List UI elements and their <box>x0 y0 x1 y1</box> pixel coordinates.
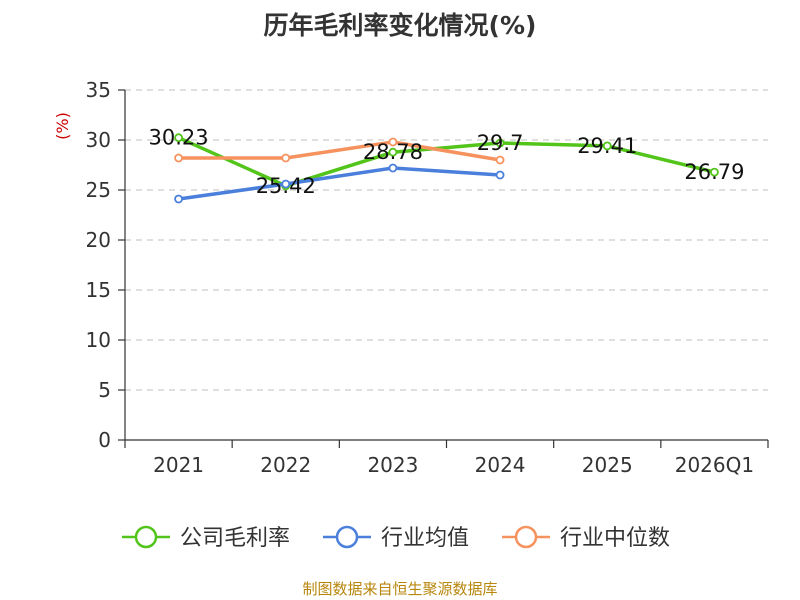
x-tick-label: 2025 <box>582 453 633 477</box>
x-tick-label: 2022 <box>260 453 311 477</box>
data-label: 26.79 <box>684 160 744 184</box>
data-point <box>388 147 398 157</box>
y-tick-label: 10 <box>86 328 111 352</box>
data-point <box>281 153 291 163</box>
data-label: 29.41 <box>577 134 637 158</box>
data-point <box>174 153 183 163</box>
legend-item-1[interactable]: 公司毛利率 <box>122 525 290 551</box>
data-label: 25.42 <box>256 174 316 198</box>
series-2 <box>174 163 505 204</box>
series-3 <box>174 137 505 165</box>
y-tick-label: 20 <box>86 228 111 252</box>
y-tick-label: 30 <box>86 128 111 152</box>
x-tick-label: 2023 <box>367 453 418 477</box>
y-axis-label: (%) <box>53 112 72 140</box>
legend-item-2[interactable]: 行业均值 <box>323 525 469 551</box>
legend-label: 公司毛利率 <box>180 526 290 551</box>
grid-lines <box>125 89 768 391</box>
legend-label: 行业均值 <box>381 526 469 551</box>
chart-title: 历年毛利率变化情况(%) <box>263 11 537 40</box>
legend: 公司毛利率 行业均值 行业中位数 <box>122 525 670 551</box>
series-line <box>178 166 501 201</box>
data-point <box>495 155 505 165</box>
y-tick-label: 15 <box>86 278 111 302</box>
y-tick-label: 0 <box>98 428 111 452</box>
data-point <box>710 167 719 177</box>
y-tick-label: 5 <box>98 378 111 402</box>
source-note: 制图数据来自恒生聚源数据库 <box>302 580 498 598</box>
series-line <box>177 136 715 188</box>
data-point <box>174 133 183 143</box>
legend-swatch-marker <box>335 525 359 549</box>
x-tick-label: 2024 <box>475 453 526 477</box>
legend-label: 行业中位数 <box>560 526 670 551</box>
x-tick-label: 2021 <box>153 453 204 477</box>
data-label: 29.7 <box>477 131 524 155</box>
data-point <box>174 194 183 204</box>
data-point <box>495 138 505 148</box>
y-tick-label: 35 <box>86 78 111 102</box>
series-line <box>178 140 501 162</box>
legend-swatch-marker <box>134 525 158 549</box>
data-point <box>388 163 398 173</box>
data-label: 28.78 <box>363 140 423 164</box>
data-point <box>495 170 505 180</box>
y-tick-label: 25 <box>86 178 111 202</box>
data-labels-layer: 30.23 25.42 28.78 29.7 29.41 26.79 <box>149 126 745 198</box>
legend-item-3[interactable]: 行业中位数 <box>502 525 670 551</box>
data-point <box>602 141 612 151</box>
data-point <box>388 137 398 147</box>
legend-swatch-marker <box>514 525 538 549</box>
x-tick-label: 2026Q1 <box>675 453 754 477</box>
data-point <box>281 179 291 189</box>
data-label: 30.23 <box>149 126 209 150</box>
series-layer <box>174 133 719 204</box>
